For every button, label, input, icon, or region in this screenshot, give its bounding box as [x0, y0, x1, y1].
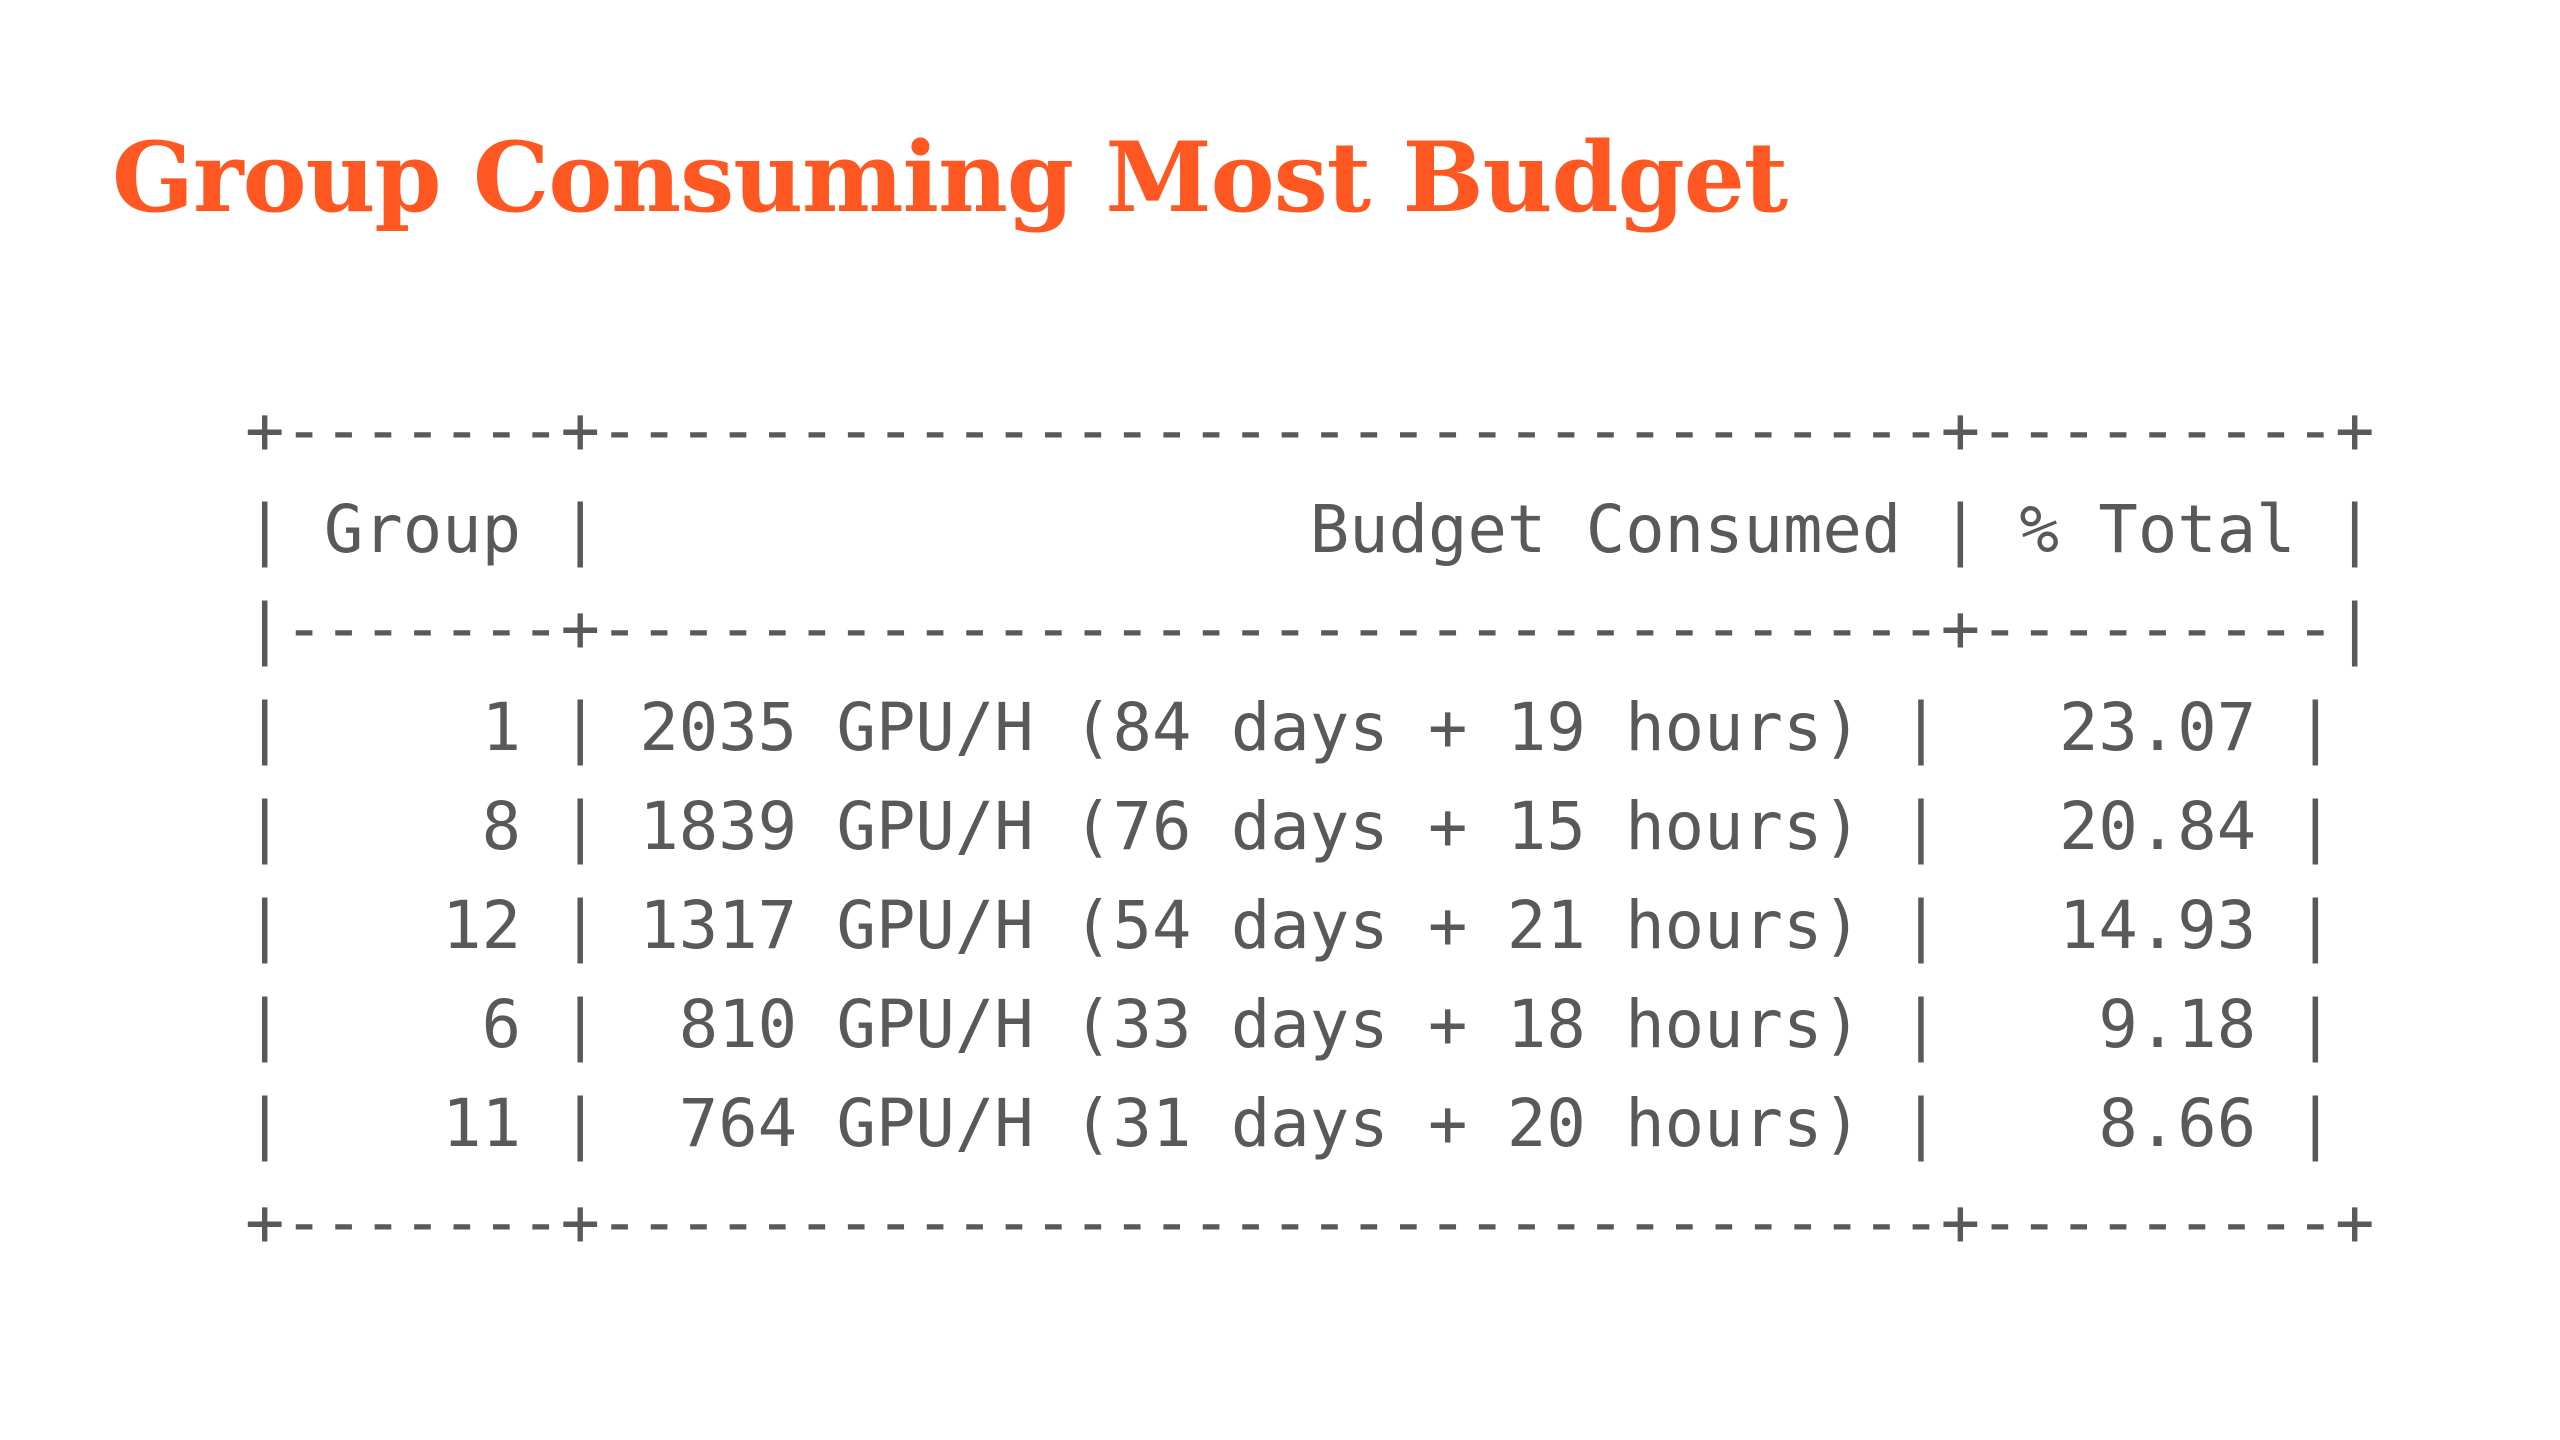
table-row: | 8 | 1839 GPU/H (76 days + 15 hours) | … [245, 789, 2336, 865]
table-row: | 1 | 2035 GPU/H (84 days + 19 hours) | … [245, 690, 2336, 766]
table-header-row: | Group | Budget Consumed | % Total | [245, 492, 2375, 568]
table-header-separator: |-------+-------------------------------… [245, 591, 2375, 667]
table-row: | 12 | 1317 GPU/H (54 days + 21 hours) |… [245, 888, 2336, 964]
ascii-table: +-------+-------------------------------… [245, 382, 2374, 1273]
slide-title: Group Consuming Most Budget [112, 121, 1788, 234]
table-row: | 11 | 764 GPU/H (31 days + 20 hours) | … [245, 1086, 2336, 1162]
table-row: | 6 | 810 GPU/H (33 days + 18 hours) | 9… [245, 987, 2336, 1063]
table-top-border: +-------+-------------------------------… [245, 393, 2375, 469]
table-bottom-border: +-------+-------------------------------… [245, 1185, 2375, 1261]
